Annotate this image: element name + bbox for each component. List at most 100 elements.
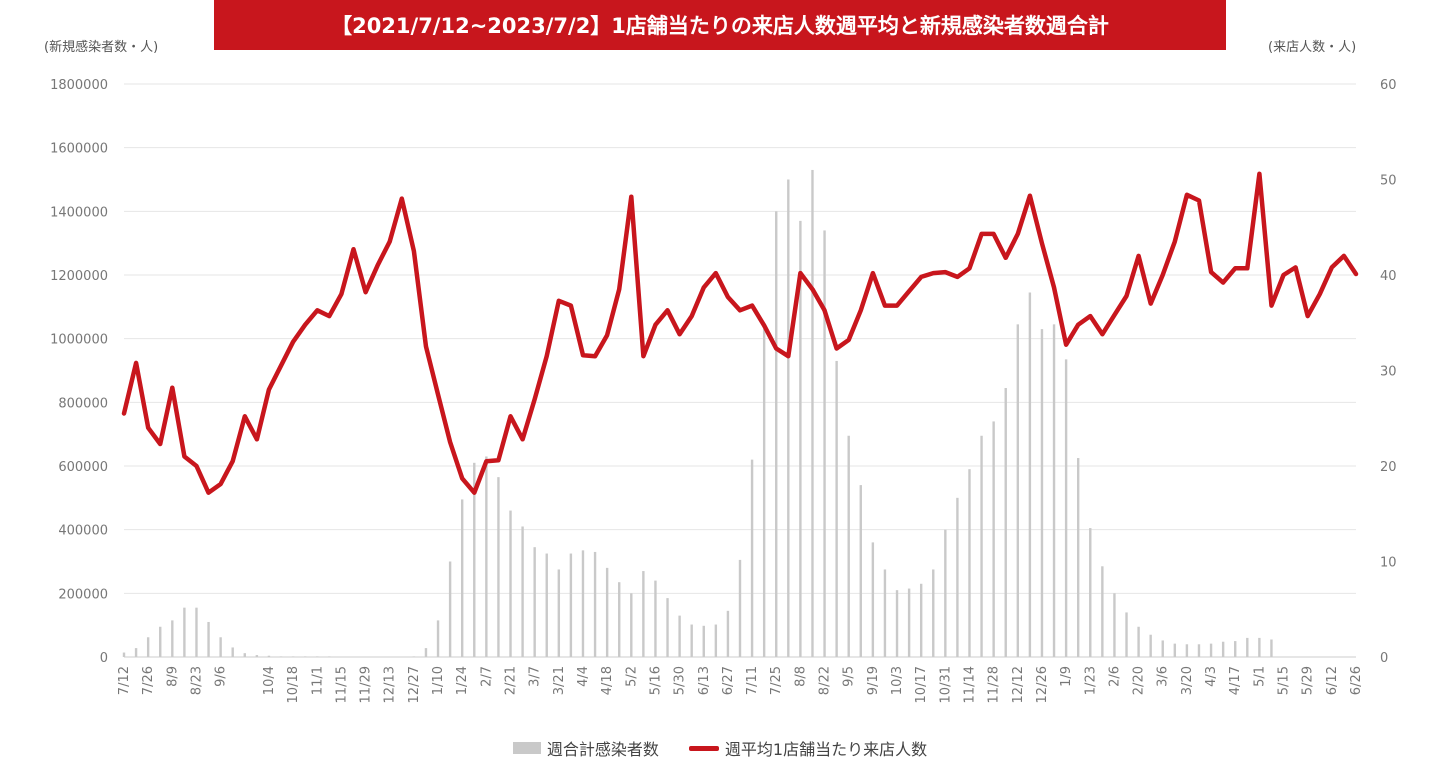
infection-bar (1125, 612, 1128, 657)
x-tick-label: 7/11 (745, 666, 760, 695)
infection-bar (267, 655, 271, 657)
x-tick-label: 12/26 (1035, 666, 1050, 703)
x-tick-label: 9/5 (842, 666, 857, 687)
x-tick-label: 4/3 (1204, 666, 1219, 687)
infection-bar (630, 593, 633, 657)
infection-bar (581, 550, 585, 657)
infection-bar (642, 571, 645, 657)
infection-bar (1089, 528, 1092, 657)
x-tick-label: 10/18 (286, 666, 301, 703)
infection-bar (654, 580, 657, 657)
infection-bar (787, 179, 790, 657)
infection-bar (593, 551, 597, 657)
infection-bar (1101, 566, 1104, 657)
x-tick-label: 5/29 (1301, 666, 1316, 695)
x-tick-label: 10/3 (890, 666, 905, 695)
infection-bar (738, 559, 742, 657)
infection-bar (509, 510, 512, 657)
y-tick-label: 1200000 (50, 269, 108, 284)
y-tick-label: 600000 (58, 460, 108, 475)
x-tick-label: 1/9 (1059, 666, 1074, 687)
infection-bar (473, 462, 476, 657)
infection-bar (159, 626, 162, 657)
x-tick-label: 5/15 (1277, 666, 1292, 695)
x-tick-label: 4/4 (576, 666, 591, 687)
infection-bar (775, 211, 778, 658)
infection-bar (1209, 643, 1213, 657)
y2-tick-label: 50 (1380, 174, 1397, 189)
x-tick-label: 6/12 (1325, 666, 1340, 695)
infection-bar (690, 624, 693, 657)
y-tick-label: 400000 (58, 524, 108, 539)
x-tick-label: 2/6 (1107, 666, 1122, 687)
infection-bar (1221, 641, 1225, 657)
x-tick-label: 11/14 (962, 666, 977, 703)
infection-bar (835, 360, 838, 657)
infection-bar (932, 569, 935, 657)
infection-bars (122, 169, 1273, 658)
infection-bar (460, 499, 464, 657)
x-tick-label: 10/17 (914, 666, 929, 703)
x-tick-label: 3/20 (1180, 666, 1195, 695)
infection-bar (1016, 324, 1020, 657)
infection-bar (1004, 388, 1007, 657)
legend-label-visitors: 週平均1店舗当たり来店人数 (724, 740, 928, 759)
y-tick-label: 200000 (58, 587, 108, 602)
x-tick-label: 6/27 (721, 666, 736, 695)
y-tick-label: 1800000 (50, 78, 108, 93)
y2-tick-label: 40 (1380, 269, 1397, 284)
x-tick-label: 10/31 (938, 666, 953, 703)
x-tick-label: 9/19 (866, 666, 881, 695)
legend-item-infections: 週合計感染者数 (512, 736, 659, 760)
infection-bar (533, 547, 536, 657)
x-tick-label: 11/1 (310, 666, 325, 695)
x-tick-label: 11/15 (334, 666, 349, 703)
infection-bar (605, 567, 609, 657)
x-tick-label: 8/9 (165, 666, 180, 687)
gridlines (124, 83, 1356, 658)
chart-legend: 週合計感染者数 週平均1店舗当たり来店人数 (0, 736, 1440, 760)
infection-bar (231, 647, 234, 657)
infection-bar (1185, 644, 1189, 657)
x-tick-label: 2/21 (504, 666, 519, 695)
visitor-line (121, 171, 1359, 495)
infection-bar (1246, 637, 1249, 657)
infection-bar (485, 456, 488, 657)
infection-bar (521, 526, 524, 657)
infection-bar (980, 435, 983, 657)
right-axis-ticks: 60 50 40 30 20 10 0 (1380, 78, 1397, 666)
x-tick-label: 7/12 (117, 666, 132, 695)
infection-bar (1052, 324, 1056, 657)
x-tick-label: 10/4 (262, 666, 277, 695)
infection-bar (714, 624, 718, 657)
infection-bar (448, 561, 452, 657)
infection-bar (895, 590, 899, 657)
infection-bar (666, 598, 669, 657)
x-tick-label: 1/10 (431, 666, 446, 695)
x-tick-label: 12/12 (1011, 666, 1026, 703)
x-tick-label: 11/28 (987, 666, 1002, 703)
x-tick-label: 8/8 (793, 666, 808, 687)
infection-bar (171, 620, 174, 657)
infection-bar (436, 620, 440, 657)
infection-bar (618, 582, 621, 657)
infection-bar (195, 607, 198, 657)
x-tick-label: 3/21 (552, 666, 567, 695)
infection-bar (992, 421, 995, 657)
infection-bar (569, 553, 573, 657)
x-tick-label: 5/1 (1252, 666, 1267, 687)
right-axis-unit-label: (来店人数・人) (1268, 40, 1357, 55)
x-tick-label: 7/25 (769, 666, 784, 695)
infection-bar (424, 648, 428, 657)
infection-bar (1149, 634, 1152, 657)
x-tick-label: 12/13 (383, 666, 398, 703)
infection-bar (122, 652, 126, 657)
infection-bar (883, 569, 887, 657)
infection-bar (1270, 639, 1273, 657)
infection-bar (956, 497, 959, 657)
y-tick-label: 1000000 (50, 333, 108, 348)
infection-bar (134, 648, 138, 657)
infection-bar (545, 553, 548, 657)
infection-bar (1258, 637, 1261, 657)
